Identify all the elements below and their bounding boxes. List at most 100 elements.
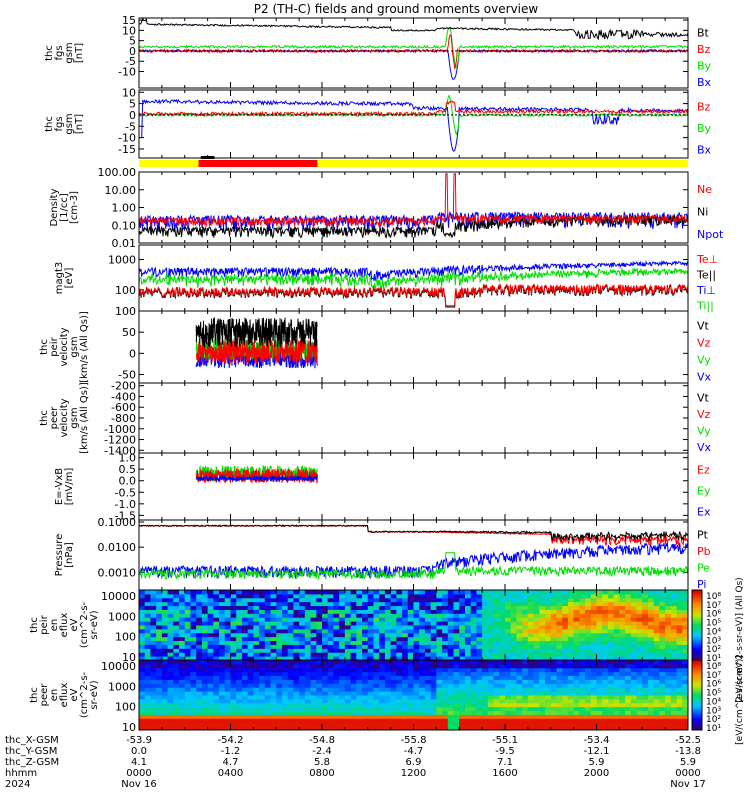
colorbar-cell — [692, 724, 702, 727]
spectrogram-cell — [447, 671, 455, 677]
spectrogram-cell — [253, 593, 260, 599]
spectrogram-cell — [585, 656, 592, 661]
spectrogram-cell — [184, 605, 191, 610]
spectrogram-cell — [665, 667, 672, 673]
spectrogram-cell — [619, 628, 626, 634]
spectrogram-cell — [201, 687, 209, 692]
spectrogram-cell — [156, 698, 163, 704]
spectrogram-cell — [310, 593, 317, 599]
spectrogram-cell — [567, 590, 575, 595]
spectrogram-cell — [556, 675, 563, 680]
spectrogram-cell — [247, 702, 254, 708]
spectrogram-cell — [316, 710, 323, 715]
y-axis-label: thc — [29, 617, 40, 633]
spectrogram-cell — [659, 706, 666, 712]
spectrogram-cell — [287, 667, 294, 673]
spectrogram-cell — [505, 597, 512, 603]
spectrogram-cell — [373, 652, 380, 657]
spectrogram-cell — [190, 691, 197, 696]
spectrogram-cell — [567, 628, 575, 634]
spectrogram-cell — [230, 597, 237, 603]
spectrogram-cell — [390, 718, 397, 723]
series-bz — [138, 100, 689, 117]
spectrogram-cell — [253, 625, 260, 630]
spectrogram-cell — [573, 605, 580, 610]
spectrogram-cell — [339, 706, 346, 712]
spectrogram-cell — [682, 652, 689, 657]
spectrogram-cell — [213, 617, 220, 622]
spectrogram-cell — [499, 698, 506, 704]
spectrogram-cell — [161, 597, 169, 603]
spectrogram-cell — [224, 714, 231, 719]
spectrogram-cell — [390, 601, 397, 607]
spectrogram-cell — [419, 625, 426, 630]
spectrogram-cell — [579, 702, 586, 708]
spectrogram-cell — [156, 652, 163, 657]
spectrogram-cell — [545, 683, 552, 688]
spectrogram-cell — [522, 597, 529, 603]
spectrogram-cell — [276, 617, 283, 622]
spectrogram-cell — [310, 714, 317, 719]
spectrogram-cell — [344, 628, 352, 634]
spectrogram-cell — [545, 718, 552, 723]
spectrogram-cell — [390, 722, 397, 727]
spectrogram-cell — [287, 718, 294, 723]
spectrogram-cell — [573, 671, 580, 677]
spectrogram-cell — [396, 628, 403, 634]
spectrogram-cell — [241, 621, 249, 626]
spectrogram-cell — [510, 726, 517, 731]
spectrogram-cell — [505, 648, 512, 653]
spectrogram-cell — [299, 656, 306, 661]
spectrogram-cell — [316, 698, 323, 704]
spectrogram-cell — [402, 609, 409, 614]
spectrogram-cell — [196, 710, 203, 715]
spectrogram-cell — [247, 617, 254, 622]
spectrogram-cell — [596, 706, 603, 712]
spectrogram-cell — [327, 718, 334, 723]
spectrogram-cell — [516, 636, 523, 642]
spectrogram-cell — [579, 648, 586, 653]
spectrogram-cell — [596, 648, 603, 653]
spectrogram-cell — [304, 644, 312, 649]
spectrogram-cell — [533, 675, 540, 680]
spectrogram-cell — [642, 706, 649, 712]
legend-entry: Vz — [697, 408, 711, 421]
spectrogram-cell — [316, 718, 323, 723]
spectrogram-cell — [653, 625, 660, 630]
spectrogram-cell — [476, 609, 483, 614]
spectrogram-cell — [276, 644, 283, 649]
spectrogram-cell — [516, 601, 523, 607]
spectrogram-cell — [390, 593, 397, 599]
spectrogram-cell — [156, 593, 163, 599]
spectrogram-cell — [344, 652, 352, 657]
spectrogram-cell — [670, 644, 678, 649]
spectrogram-cell — [665, 644, 672, 649]
spectrogram-cell — [173, 714, 180, 719]
spectrogram-cell — [556, 621, 563, 626]
spectrogram-cell — [407, 660, 414, 665]
spectrogram-cell — [299, 609, 306, 614]
spectrogram-cell — [653, 628, 660, 634]
spectrogram-cell — [607, 636, 615, 642]
spectrogram-cell — [293, 621, 300, 626]
spectrogram-cell — [350, 632, 357, 638]
spectrogram-cell — [533, 640, 540, 645]
spectrogram-cell — [339, 644, 346, 649]
spectrogram-cell — [402, 660, 409, 665]
spectrogram-cell — [219, 726, 226, 731]
spectrogram-cell — [665, 683, 672, 688]
spectrogram-cell — [539, 722, 546, 727]
spectrogram-cell — [350, 609, 357, 614]
spectrogram-cell — [384, 710, 392, 715]
spectrogram-cell — [190, 675, 197, 680]
spectrogram-cell — [499, 613, 506, 618]
spectrogram-cell — [322, 675, 329, 680]
spectrogram-cell — [236, 679, 243, 684]
spectrogram-cell — [522, 660, 529, 665]
spectrogram-cell — [419, 667, 426, 673]
spectrogram-cell — [642, 714, 649, 719]
spectrogram-cell — [550, 667, 557, 673]
spectrogram-cell — [590, 726, 597, 731]
spectrogram-cell — [562, 722, 569, 727]
spectrogram-cell — [207, 691, 214, 696]
